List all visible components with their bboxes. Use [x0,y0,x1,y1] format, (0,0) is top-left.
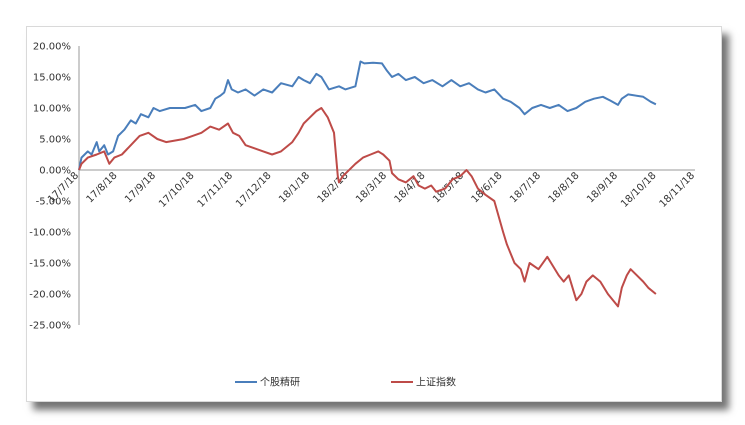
y-tick-label: -5.00% [36,197,71,208]
legend: 个股精研 上证指数 [235,376,456,389]
y-tick-label: 0.00% [39,166,71,177]
x-axis-ticks: 17/7/18 17/8/18 17/9/1817/10/1817/11/1817/… [46,170,697,210]
y-axis-ticks: 20.00% 15.00% 10.00% 5.00% 0.00% -5.00% -10.00… [29,42,71,332]
y-tick-label: -15.00% [29,259,71,270]
x-tick-label: 17/12/18 [234,170,274,210]
x-tick-label: 18/10/18 [619,170,659,210]
x-tick-label: 18/11/18 [658,170,698,210]
y-tick-label: 5.00% [39,135,71,146]
line-chart: 20.00% 15.00% 10.00% 5.00% 0.00% -5.00% -10.00… [29,42,697,389]
y-tick-label: -20.00% [29,290,71,301]
x-tick-label: 18/9/18 [585,170,620,205]
x-tick-label: 17/11/18 [196,170,236,210]
series-line-1 [78,60,657,171]
y-tick-label: -10.00% [29,228,71,239]
x-tick-label: 17/9/18 [123,170,158,205]
x-tick-label: 18/2/18 [316,170,351,205]
series-lines [78,60,657,308]
y-tick-label: 10.00% [33,104,71,115]
legend-label: 上证指数 [416,376,456,389]
x-tick-label: 17/10/18 [157,170,197,210]
chart-frame: 20.00% 15.00% 10.00% 5.00% 0.00% -5.00% -10.00… [26,26,722,402]
y-tick-label: 20.00% [33,42,71,53]
y-tick-label: 15.00% [33,73,71,84]
x-tick-label: 18/6/18 [470,170,505,205]
x-tick-label: 18/7/18 [508,170,543,205]
x-tick-label: 17/8/18 [85,170,120,205]
x-tick-label: 18/3/18 [354,170,389,205]
x-tick-label: 18/8/18 [547,170,582,205]
legend-label: 个股精研 [260,376,300,389]
series-line-2 [78,107,657,308]
x-tick-label: 18/1/18 [277,170,312,205]
y-tick-label: -25.00% [29,321,71,332]
